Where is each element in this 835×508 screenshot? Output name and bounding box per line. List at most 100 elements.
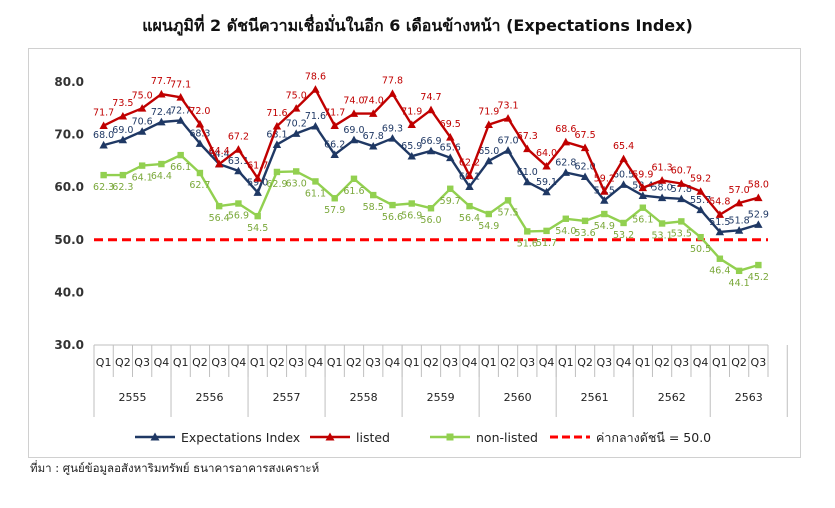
- data-point-listed: [446, 133, 455, 141]
- data-label-expectations: 68.1: [266, 130, 287, 141]
- data-label-non_listed: 61.1: [305, 188, 326, 199]
- x-tick-label: Q1: [250, 356, 266, 369]
- data-point-expectations: [754, 220, 763, 228]
- data-label-expectations: 68.3: [189, 129, 210, 140]
- data-point-expectations: [311, 121, 320, 130]
- data-label-listed: 74.7: [420, 92, 441, 103]
- data-point-listed: [619, 154, 628, 163]
- data-label-listed: 61.7: [247, 160, 268, 171]
- x-tick-label: Q4: [539, 356, 555, 369]
- x-tick-label: Q2: [346, 356, 362, 369]
- data-point-non_listed: [100, 171, 107, 179]
- x-tick-label: Q3: [134, 356, 150, 369]
- data-label-listed: 71.6: [266, 108, 287, 119]
- data-label-non_listed: 57.5: [497, 207, 518, 218]
- x-tick-label: Q1: [173, 356, 189, 369]
- data-label-non_listed: 64.4: [151, 171, 172, 182]
- data-point-non_listed: [735, 267, 743, 275]
- data-label-non_listed: 66.1: [170, 162, 191, 173]
- data-point-listed: [523, 144, 532, 153]
- data-label-listed: 73.5: [112, 98, 133, 109]
- data-point-non_listed: [485, 210, 492, 218]
- x-tick-label: Q1: [327, 356, 343, 369]
- data-label-expectations: 51.5: [709, 217, 730, 228]
- data-point-non_listed: [543, 227, 550, 235]
- data-label-expectations: 62.8: [555, 157, 576, 168]
- data-point-non_listed: [254, 212, 261, 220]
- data-label-expectations: 69.0: [112, 125, 133, 136]
- data-label-listed: 71.7: [93, 108, 114, 119]
- data-label-listed: 67.3: [517, 131, 538, 142]
- data-label-expectations: 66.2: [324, 140, 345, 151]
- data-label-listed: 54.8: [709, 197, 730, 208]
- legend-label-expectations: Expectations Index: [181, 430, 300, 445]
- data-label-non_listed: 59.7: [440, 196, 461, 207]
- data-point-expectations: [503, 146, 513, 154]
- data-point-expectations: [561, 168, 570, 176]
- data-label-expectations: 61.0: [517, 167, 538, 178]
- data-point-listed: [542, 161, 551, 170]
- data-label-expectations: 65.6: [440, 143, 461, 154]
- data-label-listed: 69.5: [440, 119, 461, 130]
- data-label-listed: 65.4: [613, 141, 634, 152]
- data-label-listed: 58.0: [748, 180, 769, 191]
- data-label-listed: 62.2: [459, 158, 480, 169]
- x-tick-label: Q2: [731, 356, 747, 369]
- x-tick-label: Q4: [231, 356, 247, 369]
- legend-marker-expectations: [150, 432, 160, 441]
- data-point-listed: [253, 174, 262, 182]
- data-label-listed: 77.7: [151, 76, 172, 87]
- data-label-expectations: 59.0: [247, 177, 268, 188]
- x-tick-label: Q1: [635, 356, 651, 369]
- data-label-non_listed: 62.9: [266, 179, 287, 190]
- data-label-expectations: 65.0: [478, 146, 499, 157]
- data-label-listed: 71.9: [478, 107, 499, 118]
- data-point-non_listed: [639, 204, 647, 211]
- data-point-non_listed: [716, 255, 724, 262]
- data-label-listed: 61.3: [652, 162, 673, 173]
- data-label-listed: 72.0: [189, 106, 210, 117]
- data-point-expectations: [292, 129, 301, 137]
- data-point-non_listed: [215, 202, 223, 210]
- data-point-listed: [657, 176, 667, 184]
- x-tick-label: Q4: [462, 356, 478, 369]
- x-tick-label: Q3: [211, 356, 227, 369]
- data-label-non_listed: 56.0: [420, 215, 441, 226]
- data-point-non_listed: [427, 205, 435, 212]
- x-tick-label: Q2: [577, 356, 593, 369]
- data-point-non_listed: [466, 202, 473, 210]
- data-point-expectations: [272, 140, 282, 148]
- data-point-listed: [272, 121, 282, 130]
- data-point-listed: [137, 104, 147, 112]
- data-label-expectations: 63.1: [228, 156, 249, 167]
- data-label-non_listed: 45.2: [748, 272, 769, 283]
- legend-marker-listed: [325, 432, 335, 441]
- year-label: 2558: [350, 391, 378, 404]
- data-point-listed: [734, 198, 744, 207]
- data-point-non_listed: [620, 219, 627, 227]
- data-label-non_listed: 56.9: [401, 211, 422, 222]
- y-tick-label: 50.0: [54, 233, 84, 247]
- x-tick-label: Q2: [269, 356, 285, 369]
- legend-label-listed: listed: [356, 430, 390, 445]
- data-label-listed: 77.8: [382, 76, 403, 87]
- data-point-non_listed: [524, 228, 531, 235]
- data-label-expectations: 57.8: [671, 184, 692, 195]
- data-label-non_listed: 57.9: [324, 205, 345, 216]
- data-point-listed: [715, 210, 725, 218]
- data-label-non_listed: 53.2: [613, 230, 634, 241]
- data-label-listed: 75.0: [286, 90, 307, 101]
- data-point-listed: [484, 120, 493, 128]
- data-label-non_listed: 62.3: [93, 182, 114, 193]
- data-label-non_listed: 53.5: [671, 228, 692, 239]
- data-point-expectations: [426, 146, 436, 155]
- data-point-expectations: [523, 177, 532, 186]
- data-point-expectations: [157, 117, 166, 126]
- data-point-listed: [754, 193, 763, 202]
- y-tick-label: 30.0: [54, 338, 84, 352]
- x-tick-label: Q3: [596, 356, 612, 369]
- x-tick-label: Q3: [674, 356, 690, 369]
- data-label-expectations: 72.4: [151, 107, 172, 118]
- x-tick-label: Q1: [96, 356, 112, 369]
